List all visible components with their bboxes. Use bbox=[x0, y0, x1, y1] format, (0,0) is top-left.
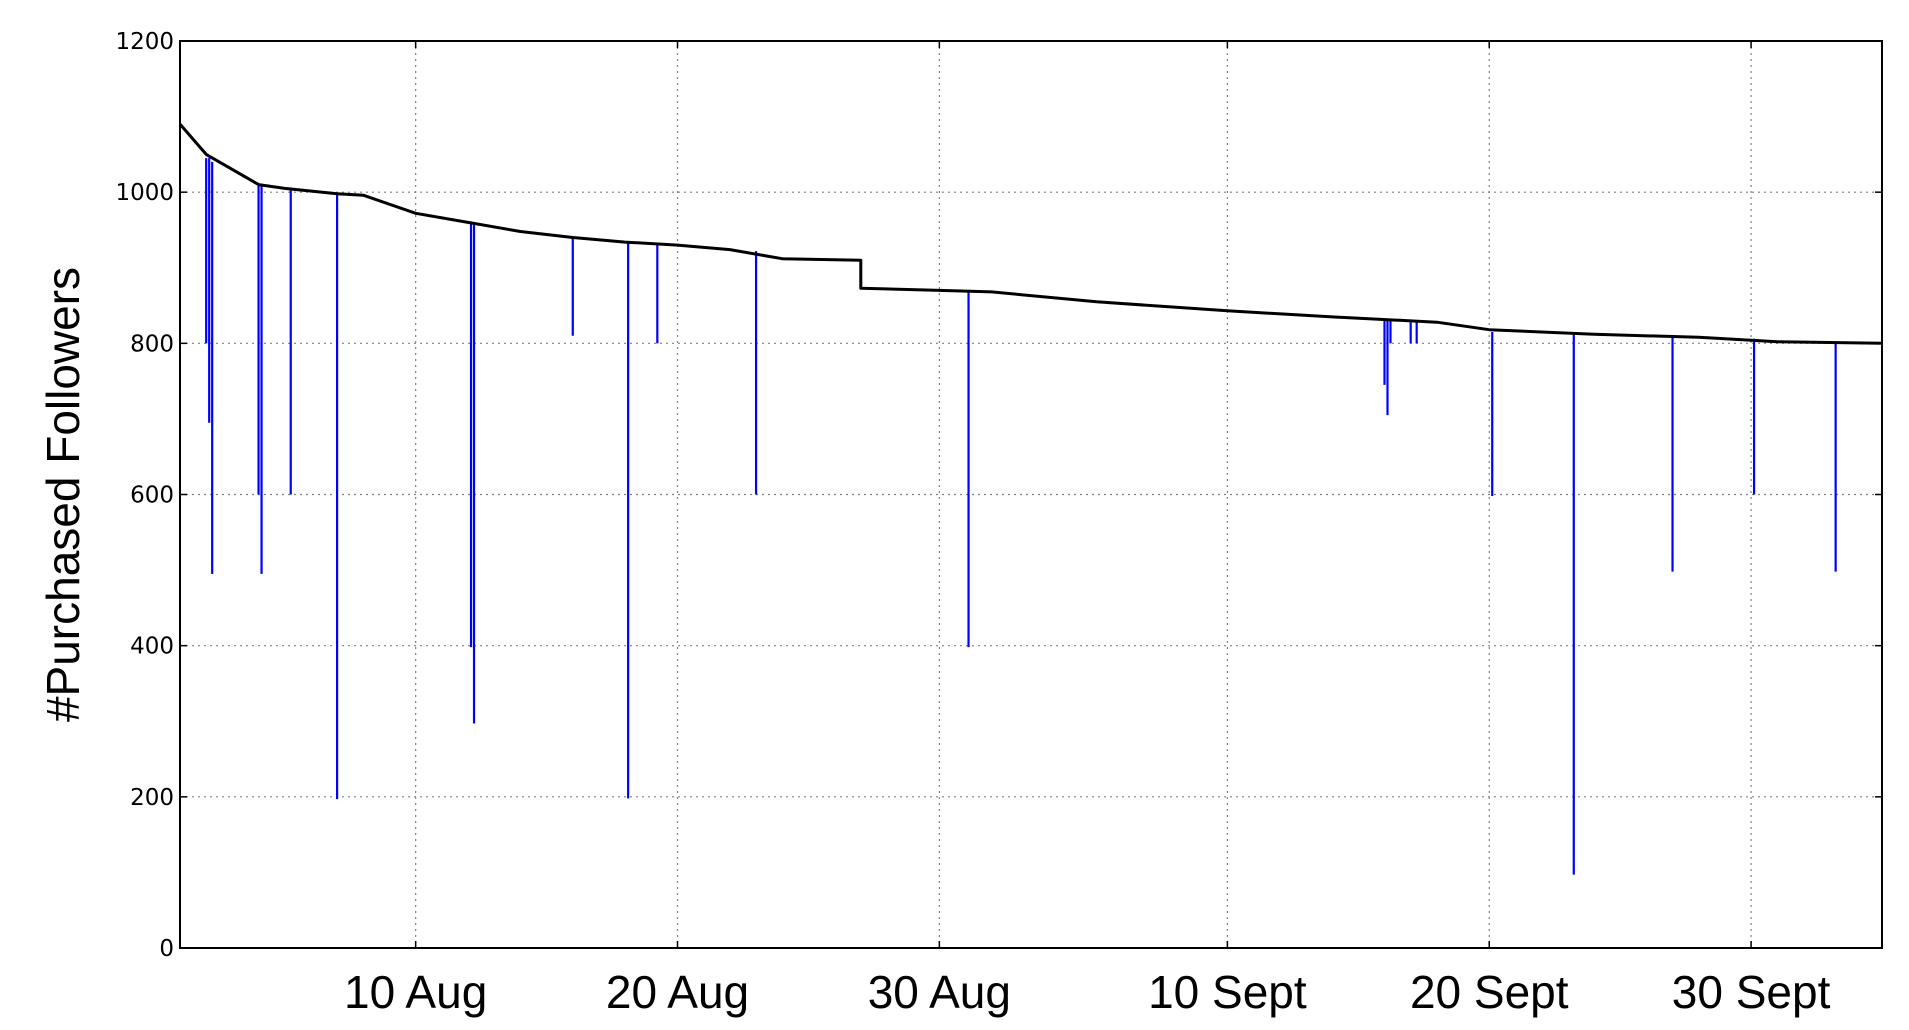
dips-layer bbox=[205, 158, 1837, 875]
y-tick-label: 1000 bbox=[115, 180, 174, 206]
y-tick-label: 600 bbox=[130, 483, 174, 509]
x-axis: 10 Aug 20 Aug 30 Aug 10 Sept 20 Sept 30 Sept bbox=[344, 41, 1831, 1018]
y-axis-label: #Purchased Followers bbox=[37, 267, 89, 722]
y-tick-label: 0 bbox=[159, 936, 174, 962]
y-tick-label: 200 bbox=[130, 785, 174, 811]
x-tick-label: 30 Sept bbox=[1672, 966, 1831, 1018]
series-line bbox=[178, 123, 1883, 345]
x-tick-label: 20 Sept bbox=[1410, 966, 1569, 1018]
x-tick-label: 10 Sept bbox=[1148, 966, 1307, 1018]
y-tick-label: 800 bbox=[130, 331, 174, 357]
x-tick-label: 20 Aug bbox=[606, 966, 749, 1018]
series-layer bbox=[178, 123, 1883, 345]
x-tick-label: 30 Aug bbox=[868, 966, 1011, 1018]
y-axis: 0 200 400 600 800 1000 1200 bbox=[115, 29, 1882, 962]
y-tick-label: 1200 bbox=[115, 29, 174, 55]
y-tick-label: 400 bbox=[130, 634, 174, 660]
grid-layer bbox=[180, 41, 1882, 948]
x-tick-label: 10 Aug bbox=[344, 966, 487, 1018]
